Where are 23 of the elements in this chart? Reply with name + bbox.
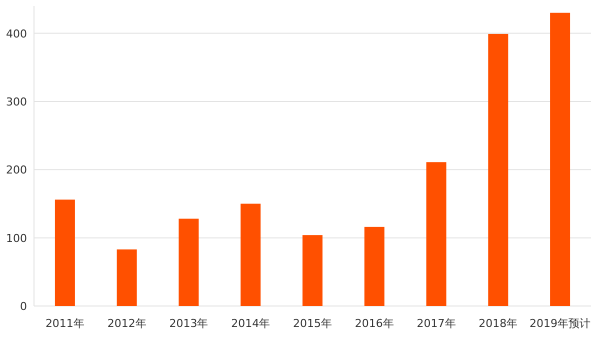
x-tick-label: 2016年	[354, 317, 394, 330]
bar	[54, 200, 75, 306]
x-tick-label: 2011年	[45, 317, 84, 330]
bar	[302, 235, 322, 306]
y-tick-label: 300	[6, 95, 27, 108]
y-tick-label: 100	[6, 232, 27, 245]
bar	[364, 226, 384, 306]
bar	[178, 218, 199, 306]
bar	[116, 249, 137, 306]
bar	[550, 12, 570, 306]
x-tick-label: 2012年	[107, 317, 146, 330]
bar	[488, 34, 508, 306]
x-tick-label: 2014年	[231, 317, 270, 330]
y-tick-label: 400	[6, 27, 27, 40]
bar	[426, 162, 446, 306]
y-tick-label: 0	[20, 300, 27, 313]
bar	[240, 204, 261, 306]
x-tick-label: 2015年	[293, 317, 332, 330]
x-tick-label: 2018年	[478, 317, 518, 330]
x-tick-label: 2017年	[416, 317, 456, 330]
x-tick-label: 2019年预计	[530, 317, 591, 330]
x-tick-label: 2013年	[169, 317, 208, 330]
y-tick-label: 200	[6, 164, 27, 177]
